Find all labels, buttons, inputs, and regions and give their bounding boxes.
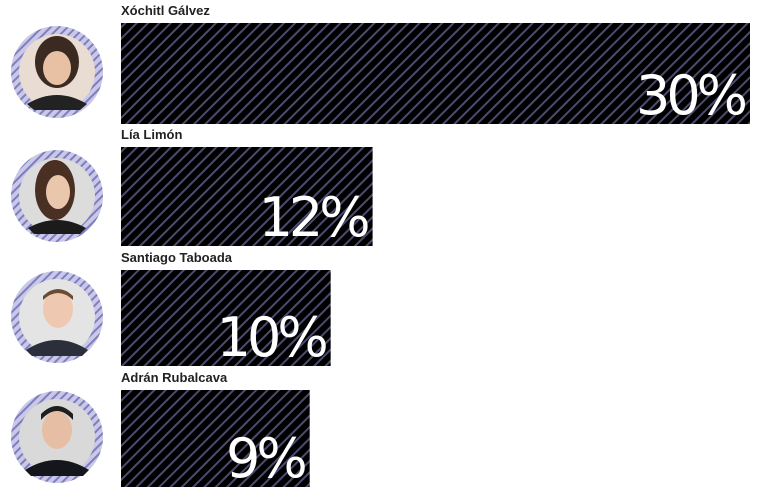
value-label: 12% bbox=[259, 186, 369, 249]
category-label: Adrán Rubalcava bbox=[121, 370, 228, 385]
category-label: Xóchitl Gálvez bbox=[121, 3, 210, 18]
portrait bbox=[11, 391, 103, 483]
value-label: 9% bbox=[226, 427, 305, 489]
portrait bbox=[11, 150, 103, 242]
portrait bbox=[11, 26, 103, 118]
portraits bbox=[11, 26, 103, 483]
portrait bbox=[11, 271, 103, 363]
category-label: Santiago Taboada bbox=[121, 250, 233, 265]
value-label: 30% bbox=[636, 64, 746, 127]
chart: Xóchitl Gálvez 30% Lía Limón 12% Santiago Ta… bbox=[0, 0, 758, 489]
value-label: 10% bbox=[217, 306, 327, 369]
category-label: Lía Limón bbox=[121, 127, 182, 142]
